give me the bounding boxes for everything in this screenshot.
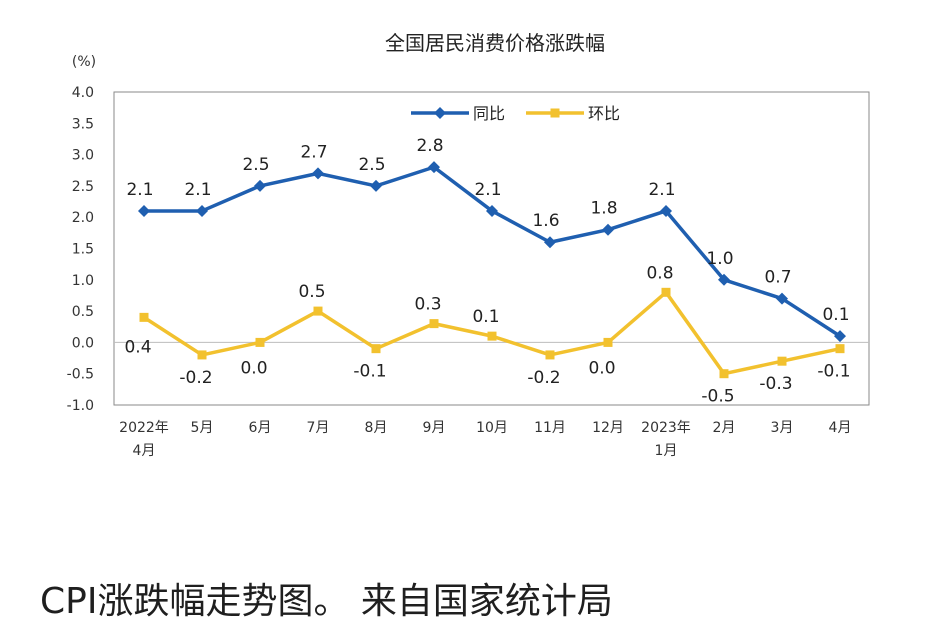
y-tick-label: 2.0 [72,210,94,226]
x-tick-label: 6月 [249,420,272,436]
data-label-mom: 0.3 [414,295,441,315]
data-label-yoy: 2.5 [242,155,269,175]
data-label-mom: 0.0 [588,358,615,378]
data-label-yoy: 2.8 [416,136,443,156]
legend-label: 环比 [588,104,620,123]
data-label-yoy: 1.0 [706,249,733,269]
data-point [139,312,149,322]
data-label-mom: -0.1 [353,362,386,382]
data-point [429,319,439,329]
data-point [718,273,730,286]
data-point [834,330,846,343]
legend-label: 同比 [473,104,505,123]
data-point [777,356,787,366]
x-tick-label: 2022年 [119,420,169,436]
y-tick-label: 1.5 [72,242,94,258]
y-tick-label: 3.0 [72,148,94,164]
data-label-yoy: 2.7 [300,142,327,162]
x-tick-label: 12月 [592,420,624,436]
chart-title: 全国居民消费价格涨跌幅 [385,31,605,55]
data-point [660,204,672,217]
data-label-yoy: 2.1 [648,180,675,200]
y-tick-label: 2.5 [72,179,94,195]
data-label-mom: -0.2 [179,368,212,388]
y-tick-label: -0.5 [67,367,94,383]
data-label-mom: -0.1 [817,362,850,382]
data-label-yoy: 0.1 [822,305,849,325]
y-tick-label: 0.5 [72,304,94,320]
x-tick-label: 4月 [133,443,156,459]
data-label-mom: -0.2 [527,368,560,388]
data-point [312,167,324,180]
y-tick-label: -1.0 [67,398,94,414]
x-tick-label: 10月 [476,420,508,436]
x-tick-label: 9月 [423,420,446,436]
y-tick-label: 4.0 [72,85,94,101]
data-label-mom: 0.5 [298,282,325,302]
data-point [545,350,555,360]
data-point [776,292,788,305]
x-tick-label: 3月 [771,420,794,436]
legend-swatch-marker [550,108,560,118]
legend-swatch-marker [434,107,446,119]
x-tick-label: 1月 [655,443,678,459]
data-label-yoy: 0.7 [764,268,791,288]
data-point [428,161,440,174]
data-point [196,204,208,217]
data-label-mom: 0.1 [472,307,499,327]
image-caption: CPI涨跌幅走势图。 来自国家统计局 [40,581,613,622]
x-tick-label: 4月 [829,420,852,436]
x-tick-label: 5月 [191,420,214,436]
data-point [835,344,845,354]
data-point [370,179,382,192]
data-point [487,331,497,341]
data-point [603,337,613,347]
data-point [719,369,729,379]
data-label-yoy: 1.6 [532,211,559,231]
y-tick-label: 1.0 [72,273,94,289]
x-tick-label: 2023年 [641,420,691,436]
data-point [197,350,207,360]
x-tick-label: 8月 [365,420,388,436]
data-point [313,306,323,316]
y-axis-tick-labels: 4.0 3.5 3.0 2.5 2.0 1.5 1.0 0.5 0.0 -0.5 -1.0 [67,85,94,414]
data-point [544,236,556,249]
y-axis-unit-label: (%) [72,54,96,70]
x-tick-label: 7月 [307,420,330,436]
x-axis-tick-labels: 2022年 4月 5月 6月 7月 8月 9月 10月 11月 12月 2023年 1月 2月 3月 4月 [119,420,851,459]
data-label-mom: 0.4 [124,337,151,357]
plot-area-frame [113,91,870,406]
data-label-mom: 0.8 [646,263,673,283]
y-tick-label: 0.0 [72,335,94,351]
data-point [254,179,266,192]
series-lines [138,161,846,379]
data-point [602,223,614,236]
cpi-line-chart: 全国居民消费价格涨跌幅 (%) 同比 环比 4.0 3.5 3.0 2.5 2.0 1.5 1… [67,31,870,459]
data-point [138,204,150,217]
data-label-mom: -0.5 [701,387,734,407]
data-label-yoy: 1.8 [590,199,617,219]
x-tick-label: 11月 [534,420,566,436]
data-label-yoy: 2.1 [126,180,153,200]
data-label-yoy: 2.1 [184,180,211,200]
data-point [486,204,498,217]
data-labels: 2.1 2.1 2.5 2.7 2.5 2.8 2.1 1.6 1.8 2.1 1.0 0.7 0.1 0… [124,136,850,407]
legend: 同比 环比 [411,104,620,123]
data-point [661,287,671,297]
data-label-mom: 0.0 [240,358,267,378]
y-tick-label: 3.5 [72,116,94,132]
data-label-mom: -0.3 [759,374,792,394]
data-label-yoy: 2.1 [474,180,501,200]
x-tick-label: 2月 [713,420,736,436]
data-point [371,344,381,354]
data-label-yoy: 2.5 [358,155,385,175]
data-point [255,337,265,347]
